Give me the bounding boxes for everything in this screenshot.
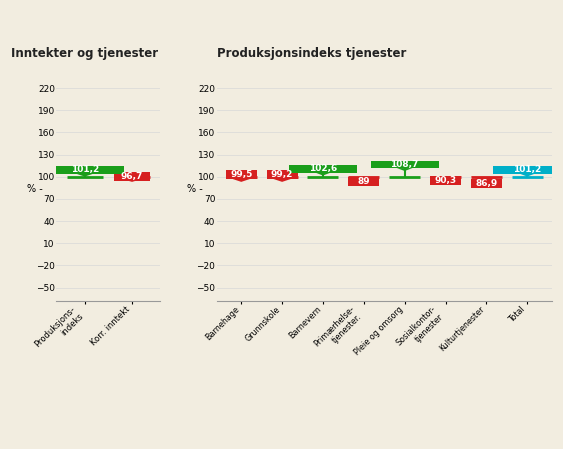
Polygon shape [520, 174, 535, 176]
Text: 86,9: 86,9 [475, 179, 498, 188]
FancyBboxPatch shape [114, 172, 150, 180]
Text: Produksjonsindeks tjenester: Produksjonsindeks tjenester [217, 47, 406, 60]
Text: Sosialkontor-
tjenester: Sosialkontor- tjenester [395, 304, 445, 355]
Polygon shape [267, 177, 298, 182]
Text: 108,7: 108,7 [391, 160, 419, 169]
Text: 90,3: 90,3 [435, 176, 457, 185]
Text: Barnehage: Barnehage [204, 304, 242, 342]
Text: Barnevern: Barnevern [287, 304, 323, 340]
Text: Kulturtjenester: Kulturtjenester [438, 304, 486, 353]
FancyBboxPatch shape [430, 176, 461, 185]
Text: 101,2: 101,2 [513, 165, 542, 174]
Polygon shape [430, 177, 461, 182]
Text: Pleie og omsorg: Pleie og omsorg [352, 304, 405, 357]
Text: Grunnskole: Grunnskole [244, 304, 282, 343]
Text: Total: Total [508, 304, 527, 324]
FancyBboxPatch shape [471, 179, 502, 188]
Polygon shape [471, 177, 502, 182]
Text: Inntekter og tjenester: Inntekter og tjenester [11, 47, 158, 60]
FancyBboxPatch shape [45, 166, 124, 174]
FancyBboxPatch shape [267, 170, 298, 179]
Text: 96,7: 96,7 [121, 172, 143, 180]
Polygon shape [226, 177, 257, 182]
FancyBboxPatch shape [493, 166, 561, 174]
Text: Primærhelse-
tjenester.: Primærhelse- tjenester. [312, 304, 364, 356]
Y-axis label: % -: % - [187, 184, 203, 194]
FancyBboxPatch shape [226, 170, 257, 179]
FancyBboxPatch shape [289, 165, 357, 172]
Text: 99,2: 99,2 [271, 170, 293, 179]
Text: Korr. inntekt: Korr. inntekt [90, 304, 132, 347]
Y-axis label: % -: % - [26, 184, 42, 194]
Text: 102,6: 102,6 [309, 164, 337, 173]
Text: 99,5: 99,5 [230, 170, 252, 179]
Text: 101,2: 101,2 [70, 165, 99, 174]
FancyBboxPatch shape [370, 161, 439, 168]
FancyBboxPatch shape [348, 177, 379, 186]
Polygon shape [114, 177, 150, 182]
Polygon shape [75, 174, 93, 176]
Polygon shape [397, 168, 413, 171]
Polygon shape [348, 177, 379, 182]
Text: Produksjons-
indeks: Produksjons- indeks [33, 304, 84, 356]
Text: 89: 89 [358, 177, 370, 186]
Polygon shape [315, 172, 330, 176]
